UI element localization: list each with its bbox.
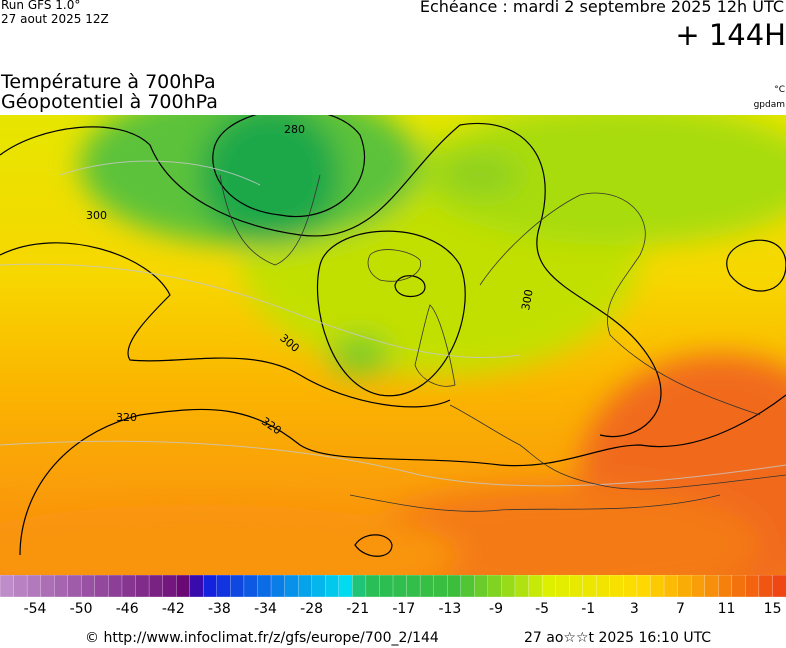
colorbar-label: -42 [162,601,185,617]
colorbar-label: -9 [489,601,503,617]
title-line2: Géopotentiel à 700hPa [1,91,218,113]
colorbar-label: -38 [208,601,231,617]
colorbar-label: -1 [581,601,595,617]
colorbar-swatch [514,575,530,598]
colorbar-swatch [406,575,421,598]
colorbar-swatch [203,575,218,598]
colorbar-swatch [26,575,42,598]
colorbar-swatch [148,575,164,598]
colorbar-swatch [365,575,381,598]
colorbar-swatch [474,575,489,598]
colorbar-swatch [297,575,313,598]
colorbar-swatch [487,575,503,598]
colorbar-swatch [257,575,272,598]
colorbar-swatch [623,575,638,598]
colorbar-swatch [528,575,543,598]
colorbar-swatch [135,575,150,598]
colorbar-swatch [758,575,774,598]
colorbar-swatch [569,575,584,598]
colorbar-swatch [650,575,665,598]
colorbar-swatch [447,575,462,598]
colorbar-swatch [609,575,625,598]
colorbar-swatch [582,575,597,598]
colorbar: -54 -50 -46 -42 -38 -34 -28 -21 -17 -13 -9 -5 -1 3 7 11… [0,575,786,617]
colorbar-label: -28 [300,601,323,617]
colorbar-label: -46 [116,601,139,617]
contour-label: 300 [86,209,107,222]
lead-time: + 144H [675,18,786,52]
contour-label: 280 [284,123,305,136]
run-label: Run GFS 1.0° [1,0,81,12]
colorbar-swatch [13,575,28,598]
colorbar-swatch [230,575,245,598]
colorbar-swatch [121,575,137,598]
colorbar-swatch [108,575,123,598]
colorbar-swatch [501,575,516,598]
colorbar-swatch [460,575,475,598]
colorbar-swatch [81,575,96,598]
colorbar-swatch [284,575,299,598]
colorbar-swatch [433,575,448,598]
echeance: Echéance : mardi 2 septembre 2025 12h UT… [419,0,784,16]
colorbar-swatch [663,575,679,598]
colorbar-swatch [690,575,706,598]
colorbar-swatch [40,575,55,598]
run-date: 27 aout 2025 12Z [1,12,109,26]
colorbar-swatch [67,575,82,598]
colorbar-label: 7 [676,601,685,617]
colorbar-label: -17 [392,601,415,617]
colorbar-swatch [162,575,177,598]
colorbar-swatch [745,575,760,598]
map: 280 300 300 300 320 320 [0,115,786,575]
colorbar-swatch [94,575,110,598]
colorbar-swatch [325,575,340,598]
footer-timestamp: 27 ao☆☆t 2025 16:10 UTC [524,630,712,646]
colorbar-label: -5 [535,601,549,617]
colorbar-swatch [311,575,326,598]
colorbar-swatch [338,575,353,598]
colorbar-swatch [704,575,719,598]
colorbar-label: 11 [718,601,736,617]
title-line1: Température à 700hPa [1,71,216,93]
temperature-field [0,115,786,575]
isotherms [0,160,786,487]
colorbar-label: -21 [346,601,369,617]
colorbar-swatch [555,575,570,598]
colorbar-swatch [731,575,746,598]
colorbar-swatch [352,575,367,598]
colorbar-label: -34 [254,601,277,617]
colorbar-label: -54 [24,601,47,617]
colorbar-swatch [392,575,408,598]
unit-temp: °C [774,85,785,95]
colorbar-swatch [243,575,259,598]
colorbar-label: 3 [630,601,639,617]
colorbar-swatch [636,575,652,598]
contour-label: 300 [519,288,535,311]
colorbar-swatch [772,575,786,598]
colorbar-label: -50 [70,601,93,617]
colorbar-swatch [0,575,15,598]
colorbar-swatch [270,575,286,598]
coastlines [219,174,786,512]
colorbar-swatch [677,575,692,598]
colorbar-label: -13 [438,601,461,617]
footer-url: © http://www.infoclimat.fr/z/gfs/europe/… [85,630,439,646]
colorbar-swatch [379,575,394,598]
colorbar-swatch [718,575,733,598]
unit-geo: gpdam [753,100,785,110]
contour-label: 320 [116,411,137,424]
colorbar-swatch [419,575,435,598]
colorbar-swatch [596,575,611,598]
colorbar-swatch [216,575,232,598]
geopotential-contours [0,115,786,557]
colorbar-swatch [541,575,557,598]
colorbar-swatch [54,575,69,598]
colorbar-swatch [176,575,191,598]
colorbar-swatch [189,575,204,598]
colorbar-label: 15 [764,601,782,617]
